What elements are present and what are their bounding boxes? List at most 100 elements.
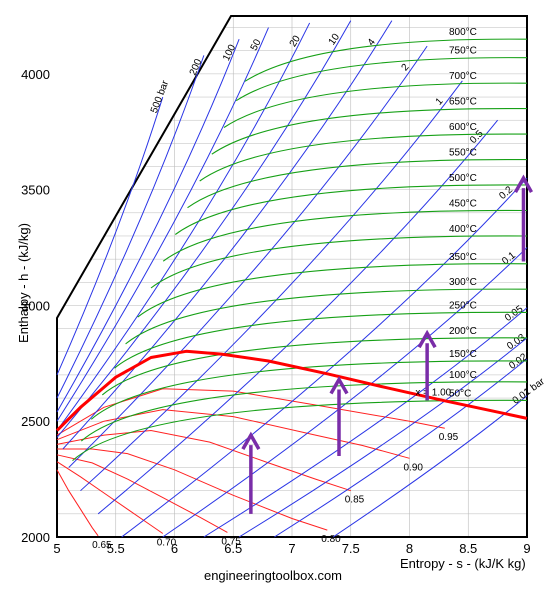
isotherm-label: 550°C [449, 148, 477, 159]
x-tick-label: 6.5 [224, 541, 242, 556]
saturation-curve: x = 1.00 [55, 349, 528, 432]
isotherm-line [137, 263, 528, 318]
y-tick-label: 2000 [21, 530, 50, 545]
isobar-line [56, 96, 164, 376]
isotherm-line [72, 399, 528, 462]
isobar-label: 100 [221, 43, 238, 63]
quality-label: 0.95 [439, 432, 459, 443]
quality-line [56, 409, 410, 459]
isotherm-line [174, 184, 528, 235]
isobar-line [162, 247, 528, 538]
quality-line [57, 448, 328, 531]
quality-line [56, 429, 351, 492]
isobar-label: 10 [327, 32, 343, 48]
outside-mask [0, 0, 231, 318]
isotherm-line [244, 38, 528, 82]
chart-frame [56, 15, 528, 538]
isobar-line [121, 177, 528, 538]
isotherm-line [187, 158, 528, 209]
isotherm-label: 50°C [449, 388, 471, 399]
isotherm-label: 250°C [449, 300, 477, 311]
quality-line [56, 454, 228, 533]
isobar-line [56, 27, 269, 422]
isobar-label: 0.01 bar [511, 376, 546, 407]
saturation-label: x = 1.00 [415, 387, 451, 398]
isobar-line [203, 307, 528, 538]
x-tick-labels: 5 5.5 6 6.5 7 7.5 8 8.5 9 [53, 541, 530, 556]
x-tick-label: 6 [171, 541, 178, 556]
isotherm-line [90, 360, 528, 420]
isotherm-label: 200°C [449, 326, 477, 337]
x-tick-label: 7.5 [342, 541, 360, 556]
isobar-label: 20 [288, 33, 303, 49]
isotherm-label: 100°C [449, 370, 477, 381]
isotherm-label: 300°C [449, 277, 477, 288]
quality-line [56, 388, 445, 436]
isobar-label: 0.2 [497, 184, 515, 202]
process-arrow-head [417, 329, 437, 349]
quality-label: 0.90 [404, 462, 424, 473]
y-tick-label: 3000 [21, 298, 50, 313]
x-tick-label: 5 [53, 541, 60, 556]
x-tick-label: 8 [406, 541, 413, 556]
isotherm-line [211, 107, 528, 155]
isotherm-line [80, 381, 528, 442]
x-tick-label: 9 [523, 541, 530, 556]
x-tick-label: 8.5 [459, 541, 477, 556]
isotherm-label: 500°C [449, 173, 477, 184]
source-credit: engineeringtoolbox.com [203, 568, 343, 583]
quality-label: 0.70 [157, 538, 177, 549]
isobar-label: 50 [249, 37, 264, 52]
isotherm-line [162, 209, 528, 262]
isobar-label: 0.05 [503, 303, 526, 323]
isobar-line [56, 38, 240, 413]
isotherm-label: 650°C [449, 97, 477, 108]
isotherm-line [125, 288, 528, 345]
isobar-line [332, 395, 528, 538]
isobar-line [56, 20, 352, 438]
isotherm-line [101, 337, 528, 396]
isobar-line [274, 358, 528, 538]
isotherm-label: 800°C [449, 27, 477, 38]
y-tick-label: 3500 [21, 183, 50, 198]
isotherm-label: 600°C [449, 122, 477, 133]
plot-boundary [56, 15, 528, 538]
isotherm-line [223, 82, 528, 128]
y-tick-label: 4000 [21, 67, 50, 82]
quality-label: 0.75 [221, 536, 241, 547]
y-tick-label: 2500 [21, 414, 50, 429]
process-arrows [241, 174, 533, 514]
process-arrow-head [513, 174, 533, 193]
quality-lines: 0.95 0.90 0.85 0.80 0.75 0.70 0.65 [56, 388, 459, 551]
saturation-line [55, 349, 528, 432]
quality-line [56, 461, 164, 534]
isobar-label: 0.03 [505, 332, 528, 352]
isobar-line [97, 119, 499, 515]
isotherm-label: 450°C [449, 199, 477, 210]
isotherm-line [199, 133, 528, 182]
x-tick-label: 5.5 [107, 541, 125, 556]
isotherm-line [150, 235, 528, 289]
process-arrow-head [329, 376, 349, 395]
x-axis-title: Entropy - s - (kJ/K kg) [400, 556, 526, 571]
isotherm-line [235, 57, 528, 102]
isotherm-lines: 800°C 750°C 700°C 650°C 600°C 550°C 500°C 450°C… [72, 27, 528, 462]
quality-label: 0.80 [321, 534, 341, 545]
quality-line [56, 469, 99, 537]
quality-label: 0.85 [345, 495, 365, 506]
isotherm-line [114, 311, 528, 369]
isobar-line [68, 45, 428, 468]
isobar-label: 2 [400, 62, 412, 74]
isotherm-label: 750°C [449, 46, 477, 57]
y-tick-labels: 2000 2500 3000 3500 4000 [21, 67, 50, 545]
isobar-label: 1 [434, 96, 446, 108]
process-arrow-head [241, 431, 261, 450]
isobar-line [56, 55, 205, 399]
isotherm-label: 400°C [449, 224, 477, 235]
isotherm-label: 350°C [449, 252, 477, 263]
quality-label: 0.65 [92, 540, 112, 551]
isobar-line [238, 337, 528, 538]
isotherm-label: 700°C [449, 71, 477, 82]
y-axis-title: Enthalpy - h - (kJ/kg) [16, 223, 31, 343]
